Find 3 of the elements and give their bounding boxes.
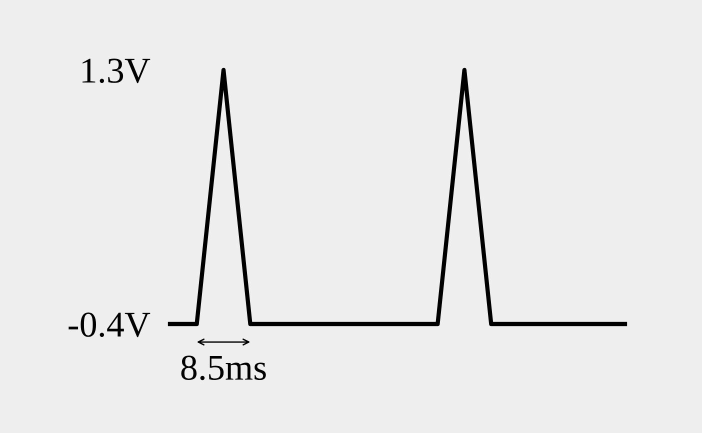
y-tick-label: 1.3V: [82, 58, 150, 84]
text: 8.5ms: [181, 356, 266, 380]
y-tick-label: -0.4V: [68, 312, 150, 338]
